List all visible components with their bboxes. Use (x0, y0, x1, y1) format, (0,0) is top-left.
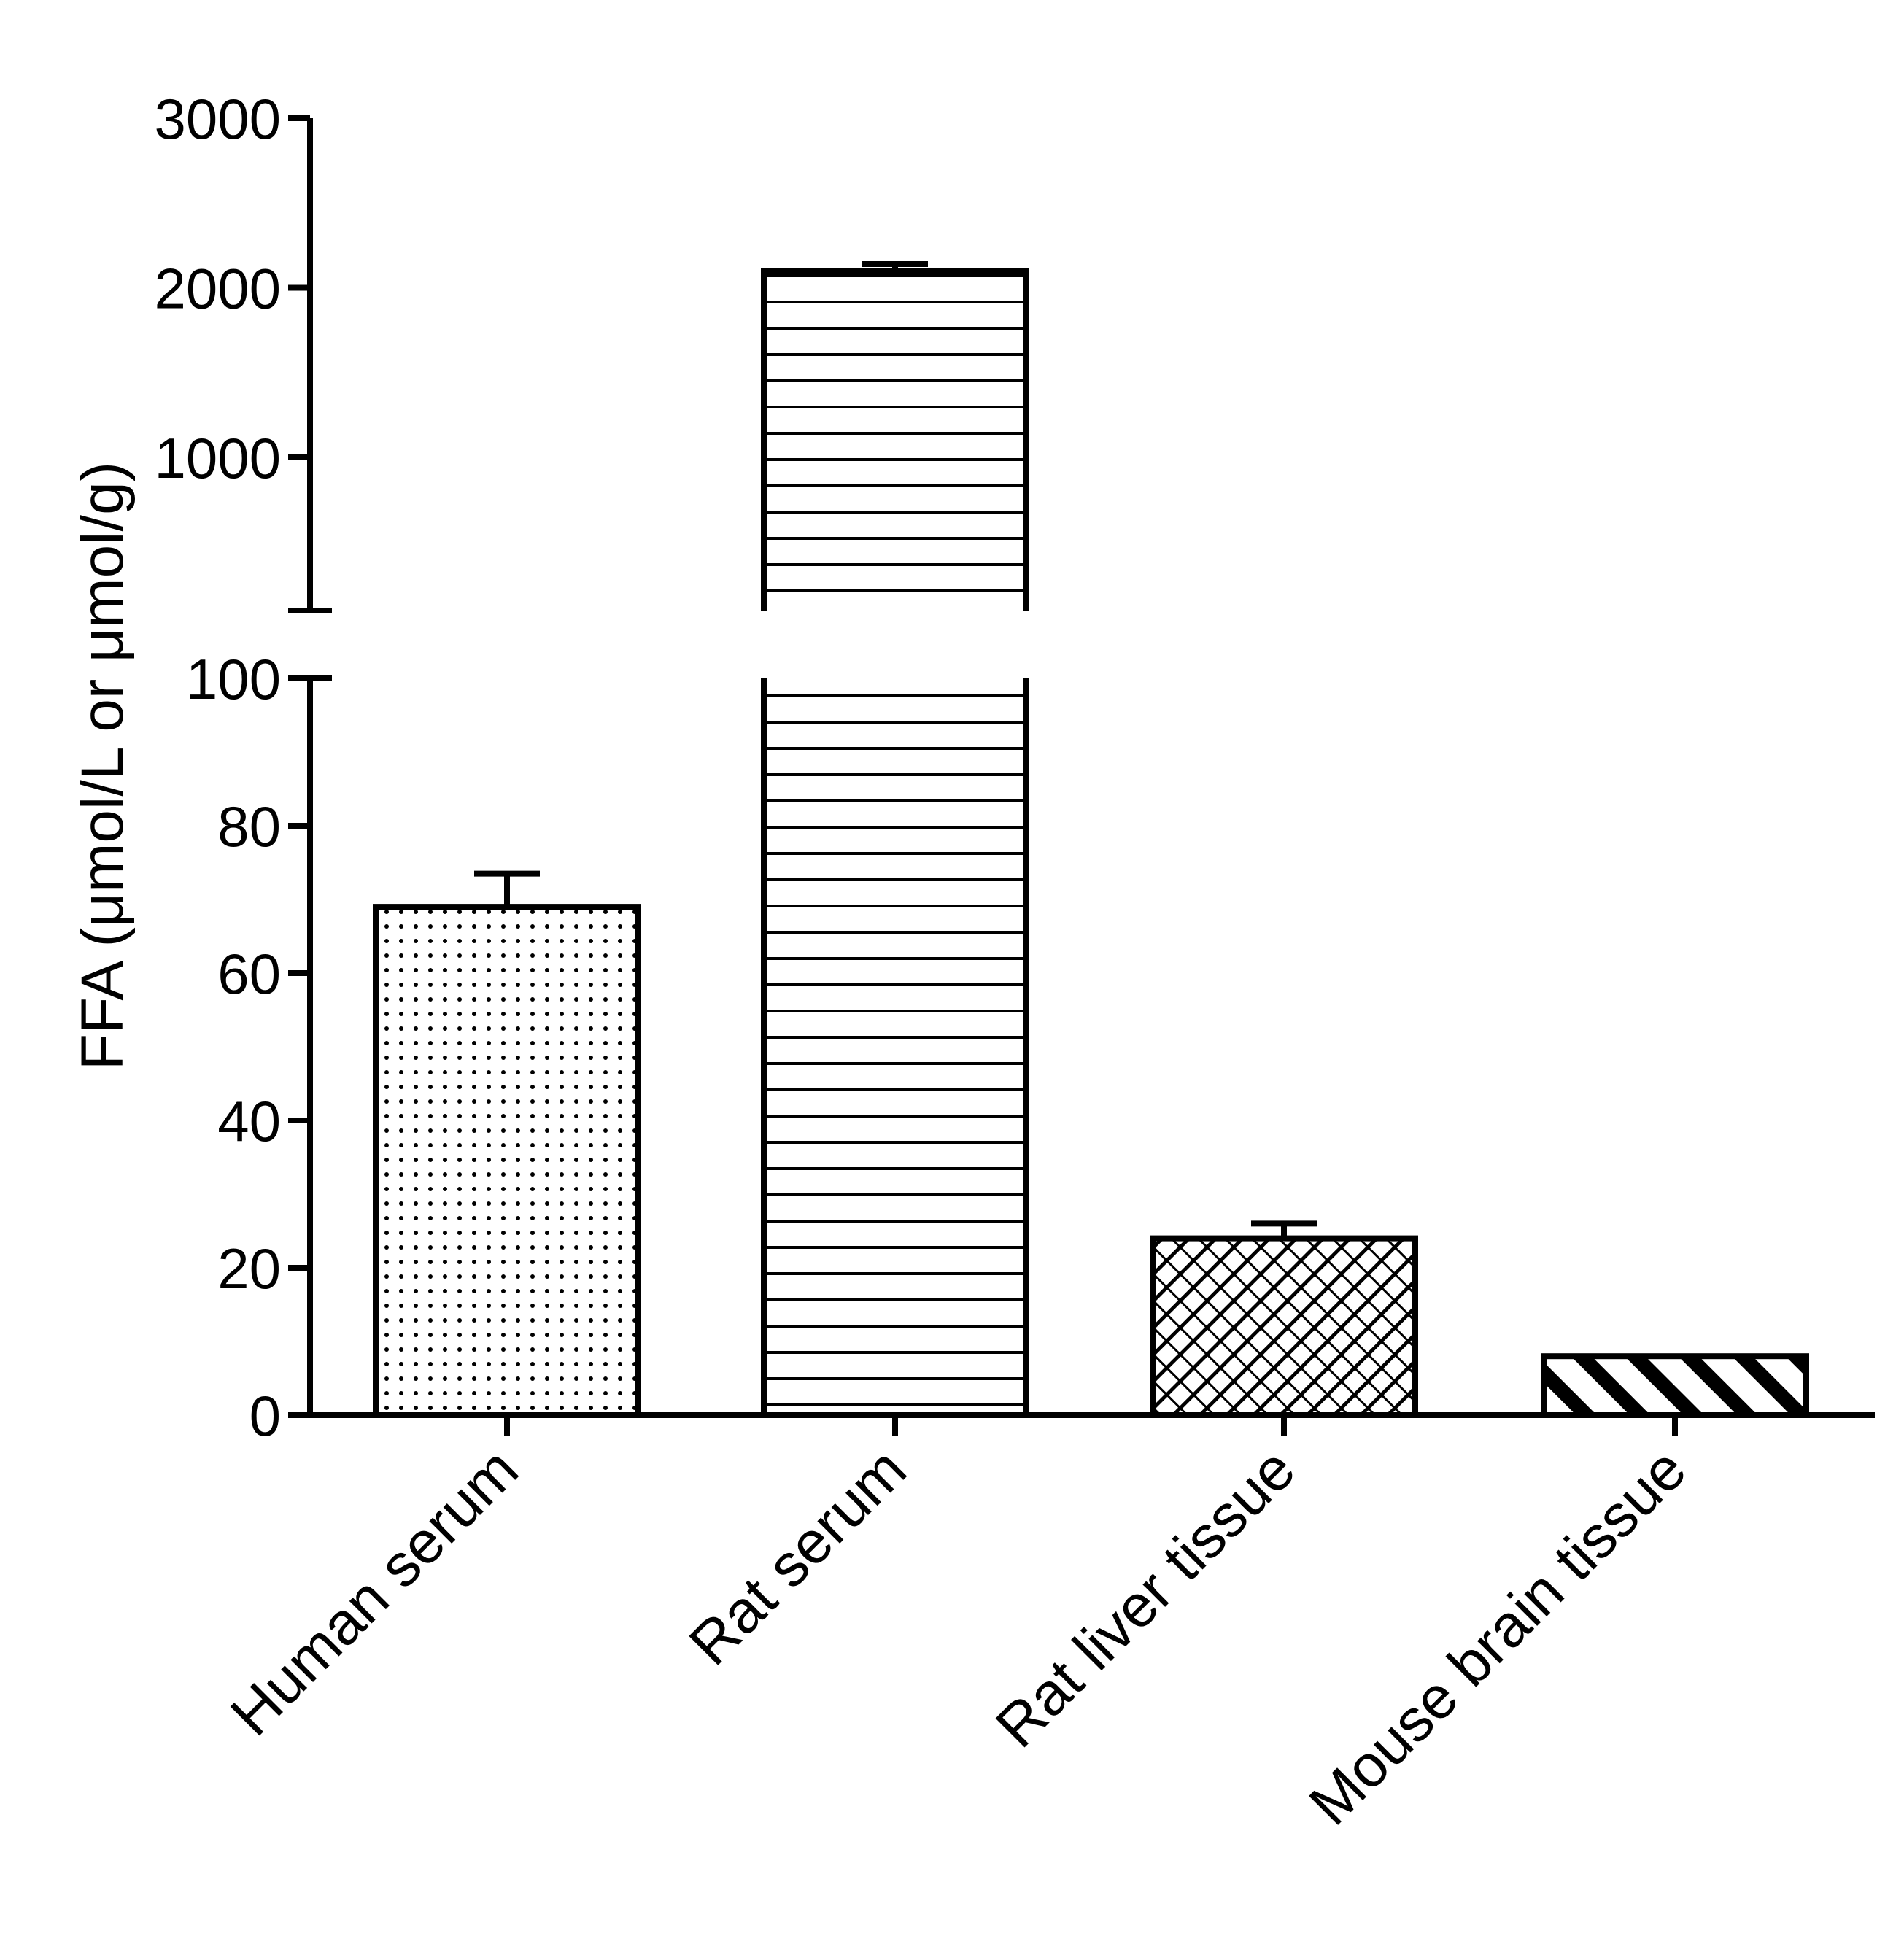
bar (373, 904, 641, 1418)
y-tick-label-lower: 100 (186, 647, 281, 711)
bar (1150, 1235, 1418, 1418)
y-tick-label-lower: 60 (217, 942, 281, 1006)
bar (764, 678, 1026, 1415)
y-tick-label-upper: 3000 (154, 87, 281, 151)
x-tick-label: Mouse brain tissue (1297, 1436, 1699, 1837)
y-tick-label-lower: 0 (249, 1384, 281, 1448)
y-axis-label: FFA (μmol/L or μmol/g) (69, 462, 136, 1070)
x-tick-label: Rat serum (677, 1436, 919, 1678)
y-tick-label-upper: 2000 (154, 257, 281, 321)
x-tick-label: Rat liver tissue (983, 1436, 1308, 1760)
bar (1541, 1353, 1809, 1418)
y-tick-label-lower: 40 (217, 1089, 281, 1153)
y-tick-label-lower: 80 (217, 794, 281, 859)
x-tick-label: Human serum (218, 1436, 530, 1748)
y-tick-label-upper: 1000 (154, 426, 281, 490)
bar-upper (764, 271, 1026, 611)
y-tick-label-lower: 20 (217, 1236, 281, 1301)
